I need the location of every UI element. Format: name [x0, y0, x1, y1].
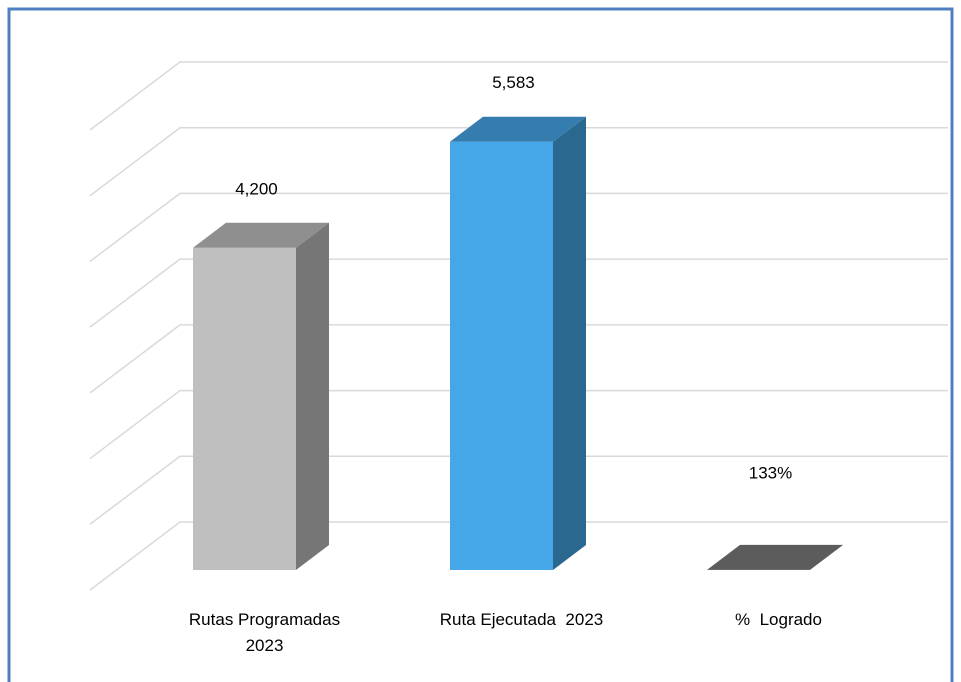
grid-line	[89, 455, 948, 525]
bar-side	[553, 116, 586, 571]
bar-side	[296, 222, 329, 571]
frame	[7, 7, 954, 682]
value-label: 133%	[749, 463, 792, 482]
bar	[707, 544, 843, 570]
grid-line	[89, 126, 948, 197]
bar-top	[193, 222, 329, 248]
value-label: 4,200	[235, 179, 278, 198]
bar	[450, 116, 586, 571]
bar-front	[450, 141, 553, 570]
bar	[193, 222, 329, 571]
bar-front	[193, 247, 296, 571]
bar-side	[810, 544, 843, 570]
bar-top	[450, 116, 586, 142]
bar-top	[707, 544, 843, 570]
grid-line	[89, 192, 948, 263]
value-label: 5,583	[492, 73, 535, 92]
grid-line	[89, 61, 948, 131]
grid-line	[89, 389, 948, 460]
grid-line	[89, 324, 948, 394]
x-tick-label: Ruta Ejecutada 2023	[439, 610, 604, 629]
grid-line	[89, 521, 948, 591]
x-tick-label: Rutas Programadas 2023	[188, 610, 345, 655]
grid-line	[89, 258, 948, 328]
x-tick-label: % Logrado	[735, 610, 822, 629]
